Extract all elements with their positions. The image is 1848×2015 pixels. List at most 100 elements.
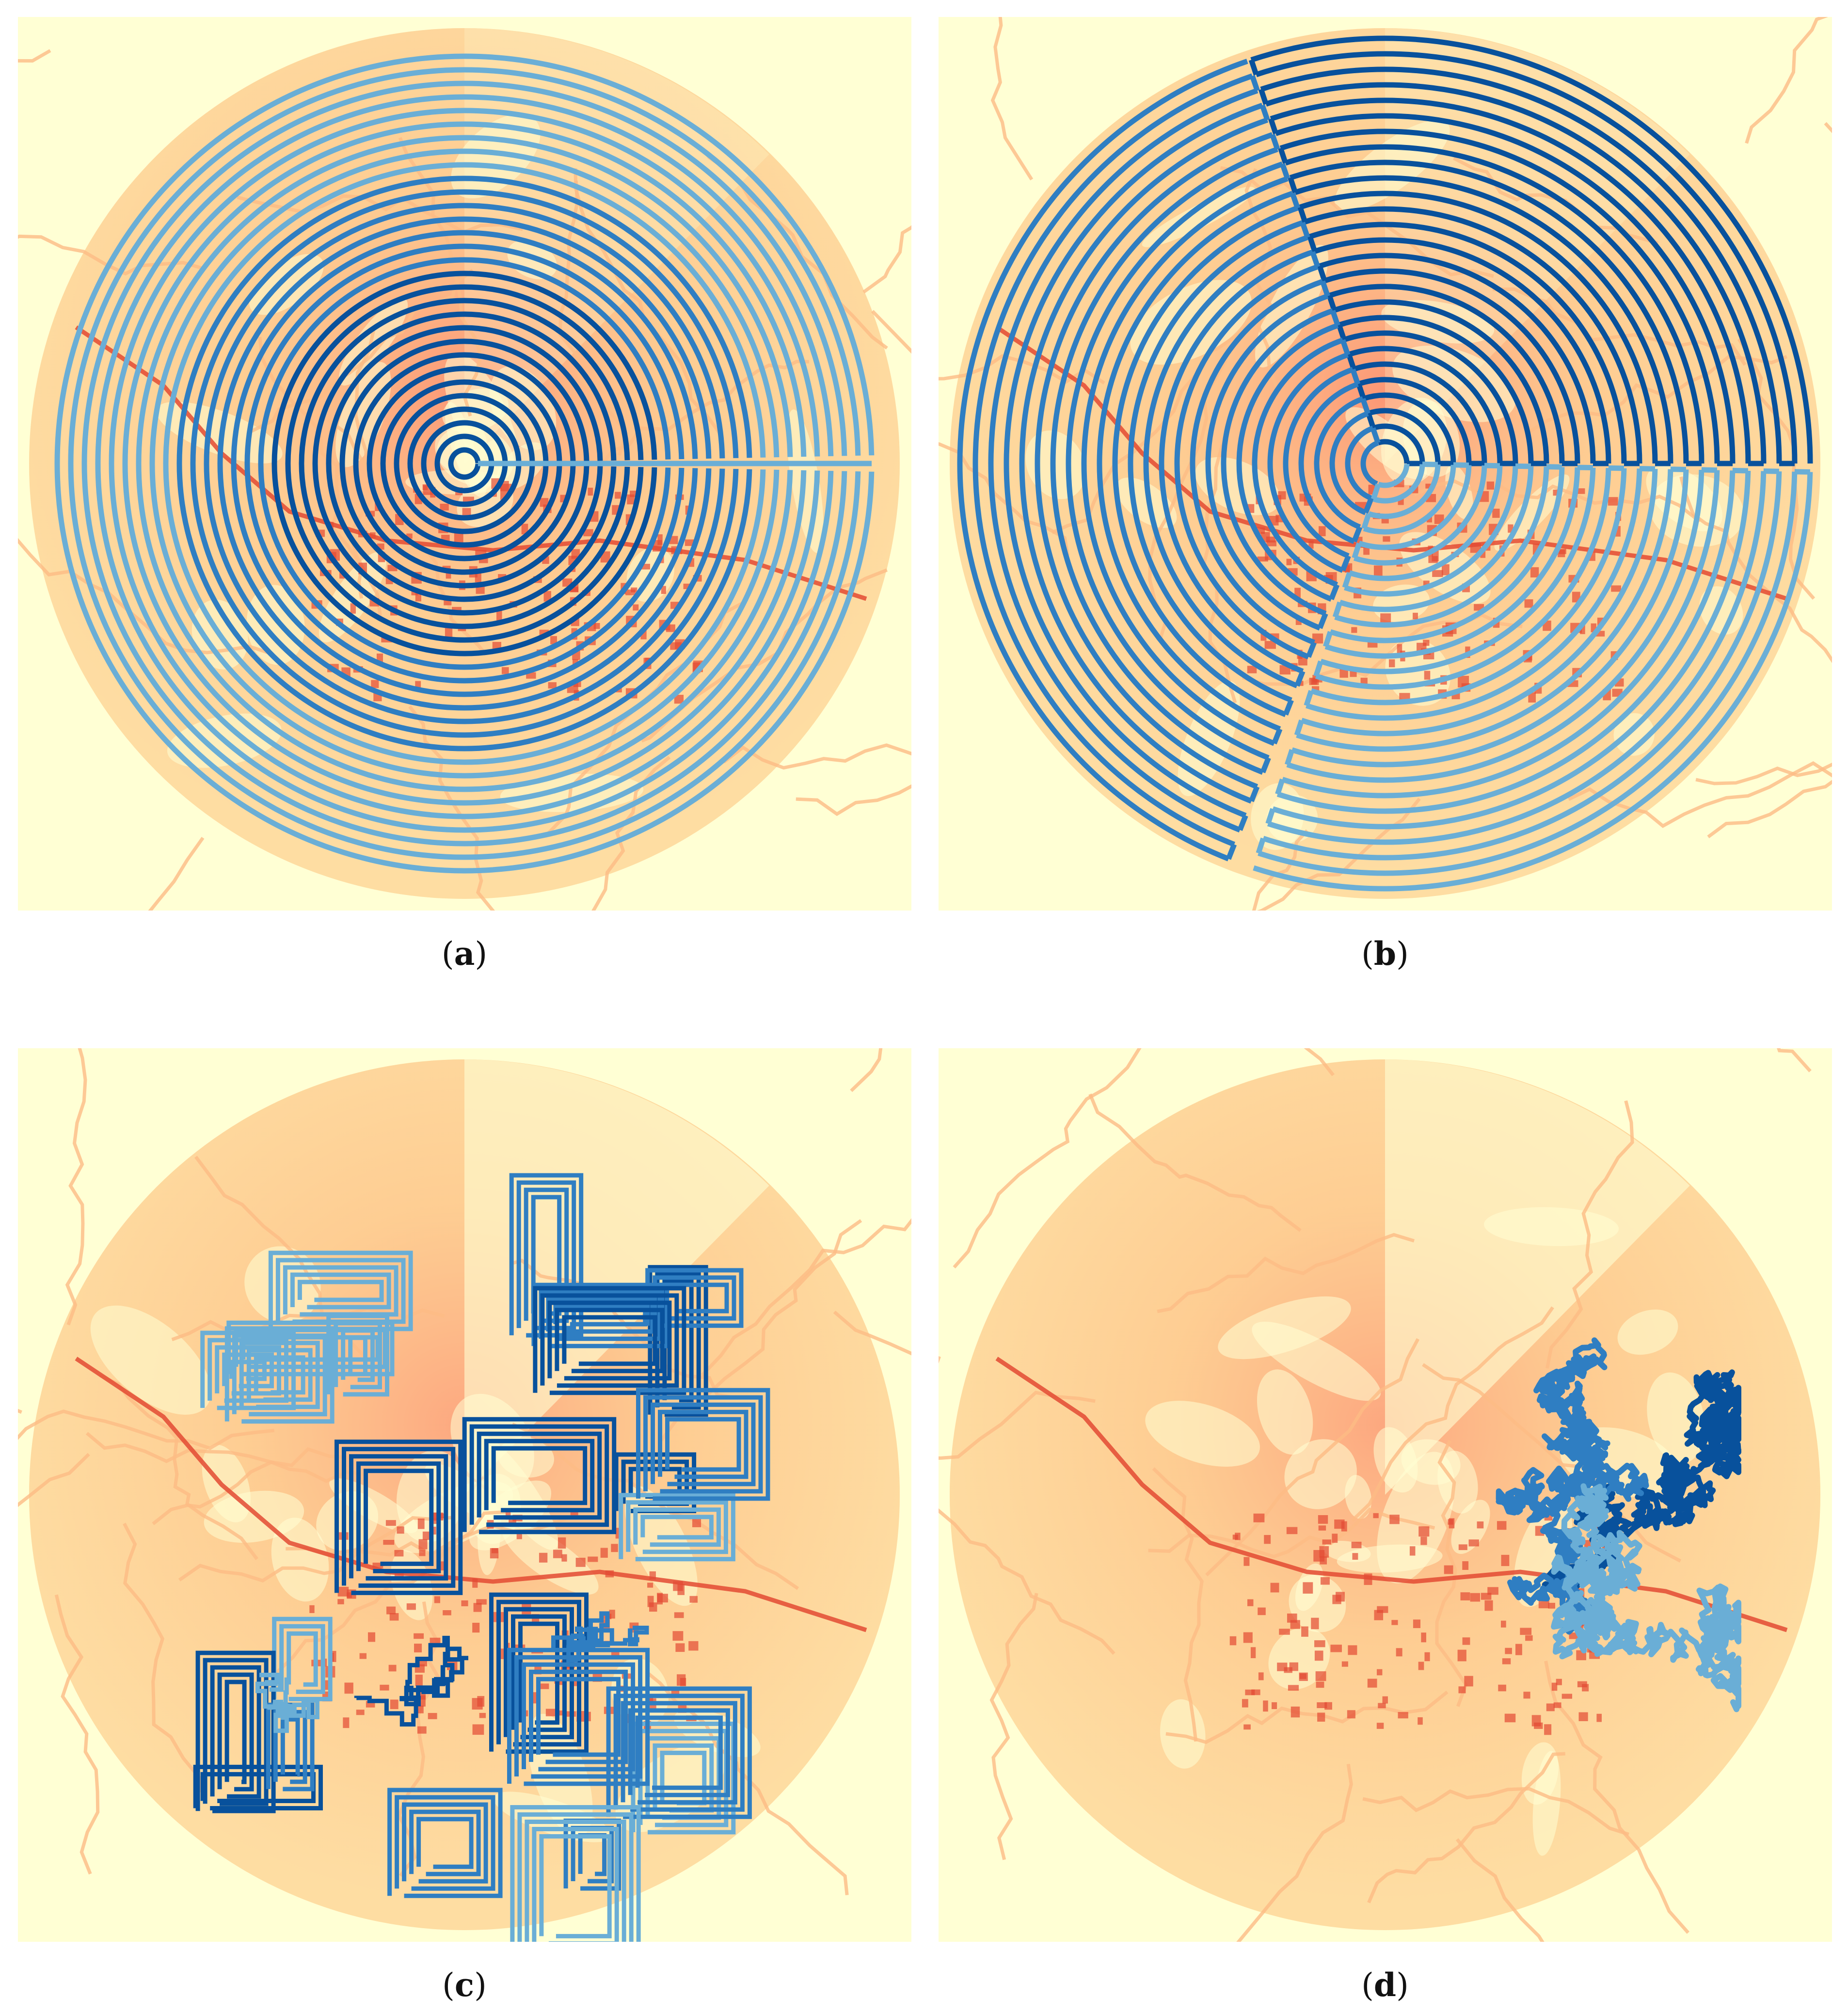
settlement-pixel [1376, 1723, 1384, 1729]
search-loop [514, 1655, 643, 1779]
settlement-pixel [1458, 1544, 1467, 1551]
spiral-ring [312, 311, 617, 616]
sector-turn [1329, 584, 1340, 600]
contour-line [54, 1594, 100, 1875]
sector-turn [1290, 192, 1300, 209]
panel-d-map [939, 1048, 1832, 1942]
sector-ring [1281, 470, 1720, 799]
sector-ring [1253, 472, 1813, 892]
search-loop [203, 1658, 269, 1806]
settlement-pixel [1243, 1632, 1253, 1643]
settlement-pixel [631, 587, 637, 592]
spiral-ring [95, 94, 834, 833]
sector-turn [1278, 147, 1288, 164]
sector-turn [1288, 176, 1298, 193]
spiral-ring [434, 433, 494, 494]
settlement-pixel [1319, 1546, 1329, 1558]
sector-spiral-path-b [957, 35, 1813, 892]
sector-turn [1366, 412, 1376, 429]
settlement-pixel [406, 1603, 416, 1610]
search-loop [532, 1827, 619, 1942]
settlement-pixel [558, 1537, 566, 1549]
sector-ring [1035, 132, 1274, 789]
sector-ring [972, 73, 1253, 847]
settlement-pixel [1373, 565, 1383, 576]
sector-ring [1112, 205, 1299, 718]
search-loop [477, 1431, 602, 1520]
settlement-pixel [472, 1724, 484, 1735]
search-loop [606, 1686, 752, 1819]
search-loop [341, 1328, 375, 1382]
search-loop [217, 1672, 254, 1791]
settlement-pixel [414, 1633, 424, 1639]
sector-ring [1314, 237, 1611, 464]
search-loop [335, 1439, 463, 1595]
search-loop [462, 1417, 617, 1535]
settlement-pixel [1544, 1724, 1552, 1735]
search-loop [210, 1665, 261, 1799]
sector-turn [1577, 464, 1593, 471]
spiral-path-a [54, 53, 875, 874]
sector-ring [1343, 330, 1518, 464]
settlement-pixel [370, 532, 376, 539]
search-loop [626, 1500, 728, 1554]
contour-line [990, 17, 1034, 181]
search-loop [517, 1812, 634, 1942]
settlement-pixel [1373, 1513, 1379, 1519]
sector-ring [1265, 82, 1767, 464]
settlement-pixel [1457, 1649, 1466, 1662]
settlement-pixel [1520, 1628, 1532, 1635]
settlement-pixel [505, 1510, 511, 1520]
search-loop [507, 1647, 650, 1786]
sector-ring [1260, 66, 1782, 464]
sector-ring [1329, 411, 1369, 515]
settlement-pixel [380, 1684, 389, 1691]
settlement-pixel [337, 1599, 344, 1604]
settlement-pixel [1279, 1629, 1290, 1635]
settlement-pixel [1528, 692, 1536, 703]
spiral-ring [122, 121, 807, 806]
search-loop [409, 1809, 481, 1876]
sector-ring [1081, 176, 1289, 746]
settlement-pixel [545, 1709, 558, 1716]
sector-turn [1639, 466, 1655, 472]
settlement-pixel [1330, 1645, 1342, 1652]
settlement-pixel [430, 1637, 441, 1644]
settlement-pixel [657, 1593, 663, 1605]
contour-line [989, 1593, 1038, 1860]
spiral-ring [353, 352, 576, 575]
settlement-pixel [1311, 1617, 1319, 1630]
sector-ring [1360, 440, 1379, 486]
settlement-pixel [394, 1572, 404, 1578]
terrain-patch [1451, 1500, 1490, 1554]
contour-line [1236, 1763, 1353, 1942]
contour-line [701, 1218, 911, 1376]
map-c-svg [18, 1048, 911, 1942]
spiral-ring [258, 257, 671, 670]
terrain-patch [1252, 1321, 1381, 1401]
settlement-pixel [1425, 483, 1432, 489]
settlement-pixel [1418, 1717, 1423, 1725]
settlement-pixel [647, 1583, 653, 1588]
settlement-pixel [390, 1699, 398, 1710]
panel-a-map [18, 17, 911, 911]
sector-ring [1284, 144, 1705, 464]
settlement-pixel [343, 1717, 350, 1728]
settlement-pixel [649, 1571, 656, 1580]
settlement-pixel [388, 1664, 397, 1672]
settlement-pixel [1470, 1593, 1481, 1602]
settlement-pixel [561, 1554, 567, 1562]
settlement-pixel [575, 1557, 586, 1567]
settlement-pixel [501, 667, 509, 674]
settlement-pixel [1500, 1620, 1506, 1628]
search-loop [334, 1321, 382, 1390]
contour-line [123, 1522, 203, 1792]
spiral-ring [231, 230, 698, 697]
search-loop [195, 1650, 276, 1813]
contour-line [1152, 1467, 1204, 1742]
sector-ring [1372, 464, 1425, 504]
settlement-pixel [386, 1606, 396, 1615]
spiral-ring [54, 53, 875, 874]
settlement-pixel [1608, 497, 1618, 506]
sector-ring [1143, 235, 1309, 688]
